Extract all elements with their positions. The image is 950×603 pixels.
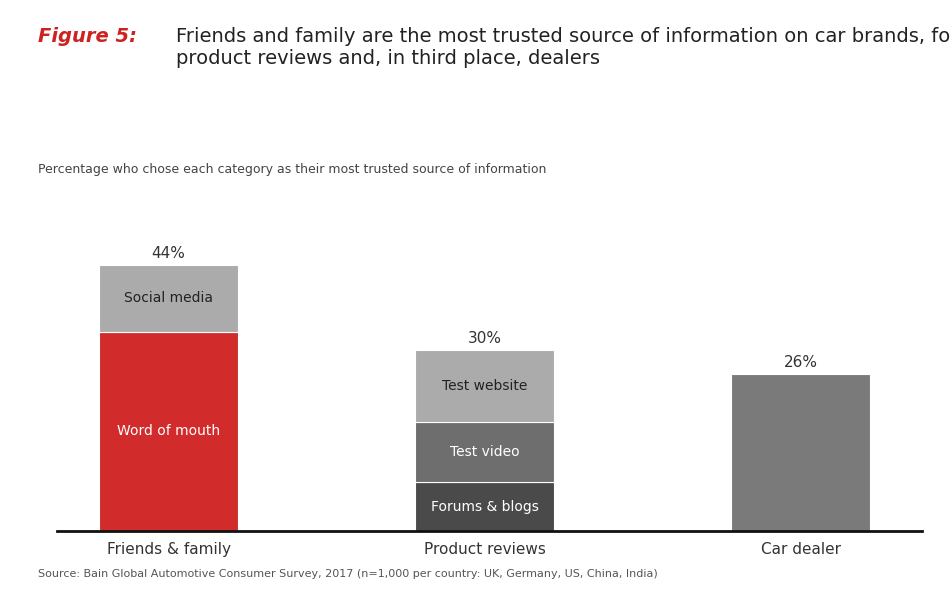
Bar xyxy=(415,482,554,531)
Bar xyxy=(731,374,870,531)
Text: Forums & blogs: Forums & blogs xyxy=(430,499,539,514)
Text: 26%: 26% xyxy=(784,355,818,370)
Text: Friends and family are the most trusted source of information on car brands, fol: Friends and family are the most trusted … xyxy=(176,27,950,68)
Bar xyxy=(415,422,554,482)
Text: Test website: Test website xyxy=(442,379,527,393)
Text: Percentage who chose each category as their most trusted source of information: Percentage who chose each category as th… xyxy=(38,163,546,176)
Text: Figure 5:: Figure 5: xyxy=(38,27,137,46)
Text: Test video: Test video xyxy=(449,445,520,459)
Text: Word of mouth: Word of mouth xyxy=(117,424,220,438)
Text: Source: Bain Global Automotive Consumer Survey, 2017 (n=1,000 per country: UK, G: Source: Bain Global Automotive Consumer … xyxy=(38,569,657,579)
Bar xyxy=(415,350,554,422)
Text: Social media: Social media xyxy=(124,291,213,306)
Bar xyxy=(99,332,238,531)
Text: 30%: 30% xyxy=(467,330,502,346)
Text: 44%: 44% xyxy=(152,246,185,261)
Bar xyxy=(99,265,238,332)
